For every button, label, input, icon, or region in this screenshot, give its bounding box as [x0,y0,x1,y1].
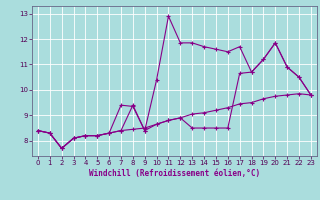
X-axis label: Windchill (Refroidissement éolien,°C): Windchill (Refroidissement éolien,°C) [89,169,260,178]
